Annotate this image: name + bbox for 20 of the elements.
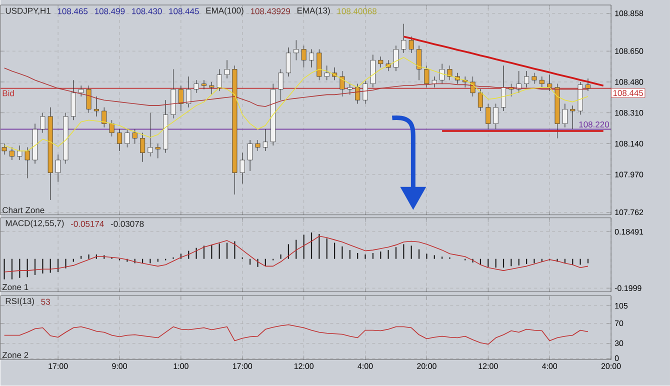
annotation: EMA(13) [298,7,330,16]
annotation: Chart Zone [2,207,44,214]
text: 108.445 [613,90,644,96]
ref-line-label: Bid [2,90,14,96]
chart-title: USDJPY,H1 [6,8,50,15]
annotation: Zone 1 [2,284,28,290]
annotation: 108.499 [94,8,125,14]
annotation: 108.465 [58,8,88,14]
annotation: 108.445 [169,8,199,14]
annotation: EMA(100) [206,7,244,16]
annotation: -0.05174 [70,221,104,228]
chart-title: MACD(12,55,7) [6,220,64,228]
chart-title: RSI(13) [6,298,34,306]
annotation: Zone 2 [2,352,28,358]
annotation: 108.40068 [337,8,377,14]
ref-line-label: 108.220 [579,122,609,128]
annotation: -0.03078 [110,221,144,228]
annotation: 53 [41,298,50,305]
annotation: 108.430 [132,8,162,14]
annotation: 108.43929 [250,8,290,14]
